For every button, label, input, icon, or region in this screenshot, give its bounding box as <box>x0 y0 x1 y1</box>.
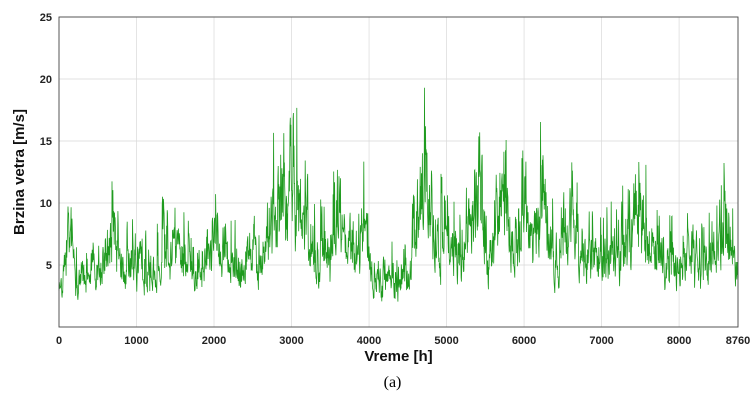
wind-speed-series-line <box>58 87 739 302</box>
x-tick-label: 2000 <box>202 335 226 347</box>
plot-frame <box>58 16 739 328</box>
y-axis-ticks: 5 10 15 20 25 <box>40 12 52 272</box>
figure-caption: (a) <box>384 374 402 391</box>
grid-lines <box>59 17 738 327</box>
x-tick-label: 6000 <box>512 335 536 347</box>
y-tick-label: 25 <box>40 12 52 24</box>
x-tick-label: 0 <box>56 335 62 347</box>
y-axis-title: Brzina vetra [m/s] <box>11 109 28 235</box>
y-tick-label: 15 <box>40 136 52 148</box>
x-tick-label: 3000 <box>279 335 303 347</box>
x-tick-label: 7000 <box>589 335 613 347</box>
x-tick-label: 8000 <box>667 335 691 347</box>
x-tick-label: 5000 <box>434 335 458 347</box>
y-tick-label: 20 <box>40 74 52 86</box>
x-axis-title: Vreme [h] <box>364 348 432 365</box>
series-layer <box>58 87 739 302</box>
x-axis-ticks: 0 1000 2000 3000 4000 5000 6000 7000 8000 8760 <box>56 335 750 347</box>
y-tick-label: 5 <box>46 260 52 272</box>
x-tick-label: 8760 <box>726 335 750 347</box>
x-tick-label: 4000 <box>357 335 381 347</box>
x-tick-label: 1000 <box>124 335 148 347</box>
y-tick-label: 10 <box>40 198 52 210</box>
